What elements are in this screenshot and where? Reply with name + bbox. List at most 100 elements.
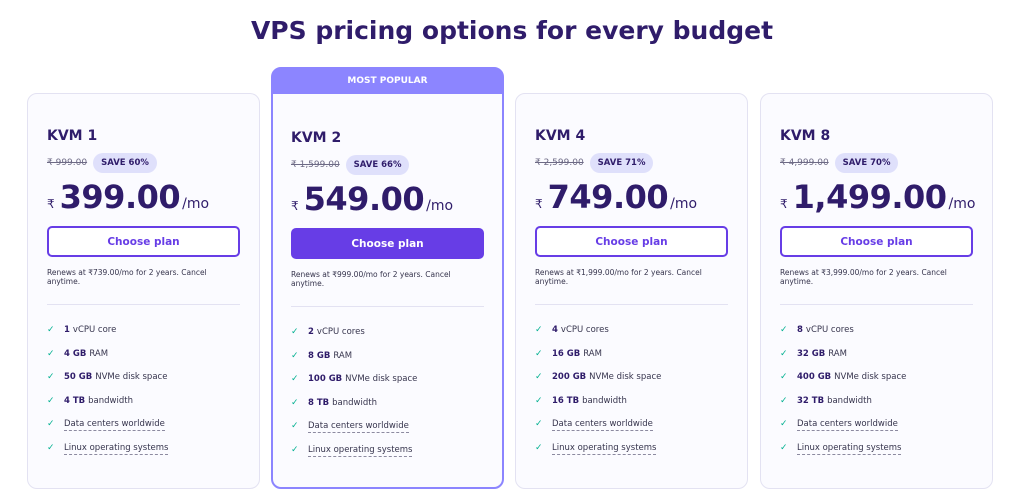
- feature-list: ✓ 1 vCPU core ✓ 4 GB RAM ✓ 50 GB NVMe disk space…: [47, 325, 240, 466]
- feature-text: vCPU cores: [560, 325, 609, 335]
- feature-item: ✓ 400 GB NVMe disk space: [780, 372, 907, 382]
- original-price: ₹ 2,599.00: [535, 158, 584, 168]
- check-icon: ✓: [535, 442, 543, 453]
- feature-item: ✓ 16 GB RAM: [535, 348, 602, 359]
- plan-card-kvm-1: KVM 1 ₹ 999.00 SAVE 60% ₹399.00/mo Choose…: [27, 93, 260, 489]
- choose-plan-button[interactable]: Choose plan: [535, 226, 728, 257]
- check-icon: ✓: [47, 442, 55, 453]
- feature-item: ✓ 50 GB NVMe disk space: [47, 372, 168, 382]
- original-price: ₹ 1,599.00: [291, 160, 340, 170]
- feature-item: ✓ 200 GB NVMe disk space: [535, 372, 662, 382]
- plan-name: KVM 2: [291, 130, 342, 146]
- feature-text: RAM: [828, 348, 847, 359]
- check-icon: ✓: [47, 395, 55, 406]
- feature-text: bandwidth: [332, 397, 377, 408]
- feature-text: NVMe disk space: [345, 374, 418, 384]
- feature-text: bandwidth: [88, 395, 133, 406]
- check-icon: ✓: [291, 421, 299, 431]
- divider: [780, 304, 973, 305]
- most-popular-badge: MOST POPULAR: [273, 69, 502, 94]
- feature-item: ✓ Linux operating systems: [780, 443, 973, 467]
- feature-item: ✓ 8 GB RAM: [291, 350, 353, 361]
- original-price: ₹ 999.00: [47, 158, 88, 168]
- feature-list: ✓ 2 vCPU cores ✓ 8 GB RAM ✓ 100 GB NVMe disk spa…: [291, 327, 484, 468]
- check-icon: ✓: [291, 444, 299, 455]
- check-icon: ✓: [47, 372, 55, 382]
- feature-text[interactable]: Linux operating systems: [64, 442, 169, 455]
- check-icon: ✓: [47, 419, 55, 429]
- check-icon: ✓: [535, 395, 543, 406]
- divider: [47, 304, 240, 305]
- save-badge: SAVE 60%: [93, 153, 157, 173]
- feature-item: ✓ 32 GB RAM: [780, 348, 847, 359]
- divider: [535, 304, 728, 305]
- plan-card-kvm-4: KVM 4 ₹ 2,599.00 SAVE 71% ₹749.00/mo Choo…: [515, 93, 748, 489]
- choose-plan-button[interactable]: Choose plan: [47, 226, 240, 257]
- check-icon: ✓: [291, 350, 299, 361]
- feature-item: ✓ 32 TB bandwidth: [780, 395, 872, 406]
- check-icon: ✓: [291, 374, 299, 384]
- feature-text: NVMe disk space: [589, 372, 662, 382]
- price: ₹1,499.00/mo: [780, 178, 976, 216]
- feature-text[interactable]: Linux operating systems: [797, 442, 902, 455]
- feature-text[interactable]: Data centers worldwide: [64, 419, 165, 431]
- renewal-note: Renews at ₹1,999.00/mo for 2 years. Canc…: [535, 268, 702, 286]
- renewal-note: Renews at ₹999.00/mo for 2 years. Cancel…: [291, 270, 451, 288]
- check-icon: ✓: [780, 348, 788, 359]
- feature-text: bandwidth: [582, 395, 627, 406]
- save-badge: SAVE 66%: [345, 155, 410, 175]
- check-icon: ✓: [47, 348, 55, 359]
- feature-text[interactable]: Linux operating systems: [308, 444, 413, 457]
- feature-text[interactable]: Data centers worldwide: [308, 421, 409, 433]
- feature-text: vCPU core: [72, 325, 117, 335]
- feature-item: ✓ 8 TB bandwidth: [291, 397, 377, 408]
- feature-item: ✓ 100 GB NVMe disk space: [291, 374, 418, 384]
- feature-text[interactable]: Linux operating systems: [552, 442, 657, 455]
- feature-item: ✓ Data centers worldwide: [47, 419, 240, 443]
- page-title: VPS pricing options for every budget: [250, 16, 774, 45]
- feature-text: NVMe disk space: [834, 372, 907, 382]
- check-icon: ✓: [780, 419, 788, 429]
- feature-item: ✓ Data centers worldwide: [291, 421, 484, 445]
- renewal-note: Renews at ₹739.00/mo for 2 years. Cancel…: [47, 268, 207, 286]
- choose-plan-button[interactable]: Choose plan: [291, 228, 484, 259]
- check-icon: ✓: [780, 325, 788, 335]
- price: ₹549.00/mo: [291, 180, 454, 218]
- feature-item: ✓ Linux operating systems: [535, 443, 728, 467]
- plan-name: KVM 4: [535, 128, 586, 144]
- check-icon: ✓: [535, 419, 543, 429]
- feature-text: bandwidth: [827, 395, 872, 406]
- check-icon: ✓: [780, 442, 788, 453]
- feature-item: ✓ Linux operating systems: [291, 445, 484, 469]
- feature-item: ✓ 8 vCPU cores: [780, 325, 854, 335]
- divider: [291, 306, 484, 307]
- feature-text: NVMe disk space: [95, 372, 168, 382]
- feature-item: ✓ 16 TB bandwidth: [535, 395, 627, 406]
- feature-text: RAM: [333, 350, 353, 361]
- choose-plan-button[interactable]: Choose plan: [780, 226, 973, 257]
- check-icon: ✓: [535, 372, 543, 382]
- plan-card-kvm-2: MOST POPULAR KVM 2 ₹ 1,599.00 SAVE 66% ₹5…: [271, 67, 504, 489]
- feature-item: ✓ Linux operating systems: [47, 443, 240, 467]
- plan-name: KVM 8: [780, 128, 831, 144]
- feature-text: vCPU cores: [805, 325, 854, 335]
- feature-item: ✓ 4 vCPU cores: [535, 325, 609, 335]
- feature-item: ✓ 4 TB bandwidth: [47, 395, 133, 406]
- renewal-note: Renews at ₹3,999.00/mo for 2 years. Canc…: [780, 268, 947, 286]
- check-icon: ✓: [535, 325, 543, 335]
- check-icon: ✓: [47, 325, 55, 335]
- check-icon: ✓: [780, 395, 788, 406]
- plan-name: KVM 1: [47, 128, 98, 144]
- feature-text: vCPU cores: [316, 327, 365, 337]
- feature-text: RAM: [89, 348, 109, 359]
- original-price: ₹ 4,999.00: [780, 158, 829, 168]
- check-icon: ✓: [780, 372, 788, 382]
- check-icon: ✓: [535, 348, 543, 359]
- feature-list: ✓ 8 vCPU cores ✓ 32 GB RAM ✓ 400 GB NVMe disk sp…: [780, 325, 973, 466]
- feature-text[interactable]: Data centers worldwide: [552, 419, 653, 431]
- feature-text[interactable]: Data centers worldwide: [797, 419, 898, 431]
- check-icon: ✓: [291, 397, 299, 408]
- feature-list: ✓ 4 vCPU cores ✓ 16 GB RAM ✓ 200 GB NVMe disk sp…: [535, 325, 728, 466]
- feature-item: ✓ 1 vCPU core: [47, 325, 117, 335]
- feature-text: RAM: [583, 348, 602, 359]
